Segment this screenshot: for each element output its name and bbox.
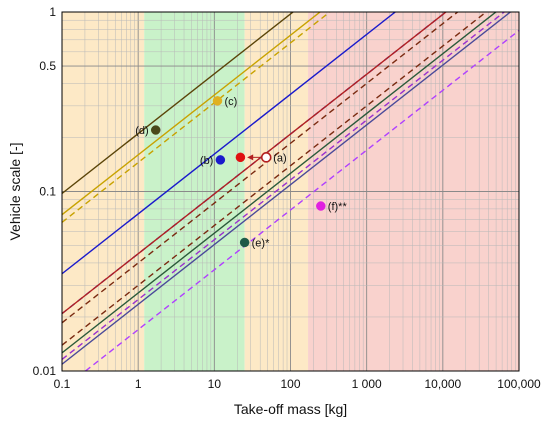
- series-line: [62, 12, 448, 315]
- x-tick-label: 10,000: [424, 377, 461, 391]
- x-tick-label: 100,000: [497, 377, 541, 391]
- grid: [62, 12, 519, 371]
- data-point: [260, 152, 272, 163]
- data-point: [239, 237, 250, 248]
- series-line: [84, 29, 519, 371]
- data-point: [215, 155, 226, 165]
- x-tick-label: 1: [135, 377, 142, 391]
- series-lines: [62, 12, 519, 371]
- series-line: [62, 12, 459, 324]
- series-line: [62, 12, 488, 346]
- data-point: [316, 201, 326, 211]
- data-point: [235, 152, 246, 163]
- x-tick-label: 10: [208, 377, 222, 391]
- y-tick-labels: 0.01 0.1 0.5 1: [33, 5, 57, 378]
- point-label: (e)*: [252, 237, 270, 249]
- data-point: [150, 125, 161, 135]
- x-tick-label: 100: [280, 377, 300, 391]
- plot-frame: [61, 11, 520, 372]
- series-line: [62, 12, 295, 195]
- point-label: (b): [200, 155, 213, 167]
- y-tick-label: 0.5: [39, 59, 56, 73]
- series-line: [62, 12, 506, 360]
- y-tick-label: 0.1: [39, 185, 56, 199]
- point-label: (c): [224, 96, 237, 108]
- data-point: [212, 96, 223, 106]
- point-label: (f)**: [328, 201, 348, 213]
- x-axis-title: Take-off mass [kg]: [234, 401, 347, 417]
- series-line: [62, 12, 512, 365]
- arrow-head: [247, 154, 254, 161]
- series-line: [62, 12, 331, 223]
- x-tick-label: 0.1: [54, 377, 71, 391]
- y-axis-title: Vehicle scale [-]: [7, 142, 23, 240]
- y-tick-label: 1: [49, 5, 56, 19]
- x-tick-labels: 0.1 1 10 100 1 000 10,000 100,000: [54, 377, 541, 391]
- series-line: [62, 12, 322, 216]
- y-tick-label: 0.01: [33, 364, 57, 378]
- x-tick-label: 1 000: [352, 377, 382, 391]
- point-label: (d): [135, 125, 148, 137]
- point-label: (a): [273, 152, 286, 164]
- series-line: [62, 12, 397, 275]
- series-line: [62, 12, 498, 354]
- data-points: (a) (b) (c) (d) (e)* (f)**: [135, 96, 347, 250]
